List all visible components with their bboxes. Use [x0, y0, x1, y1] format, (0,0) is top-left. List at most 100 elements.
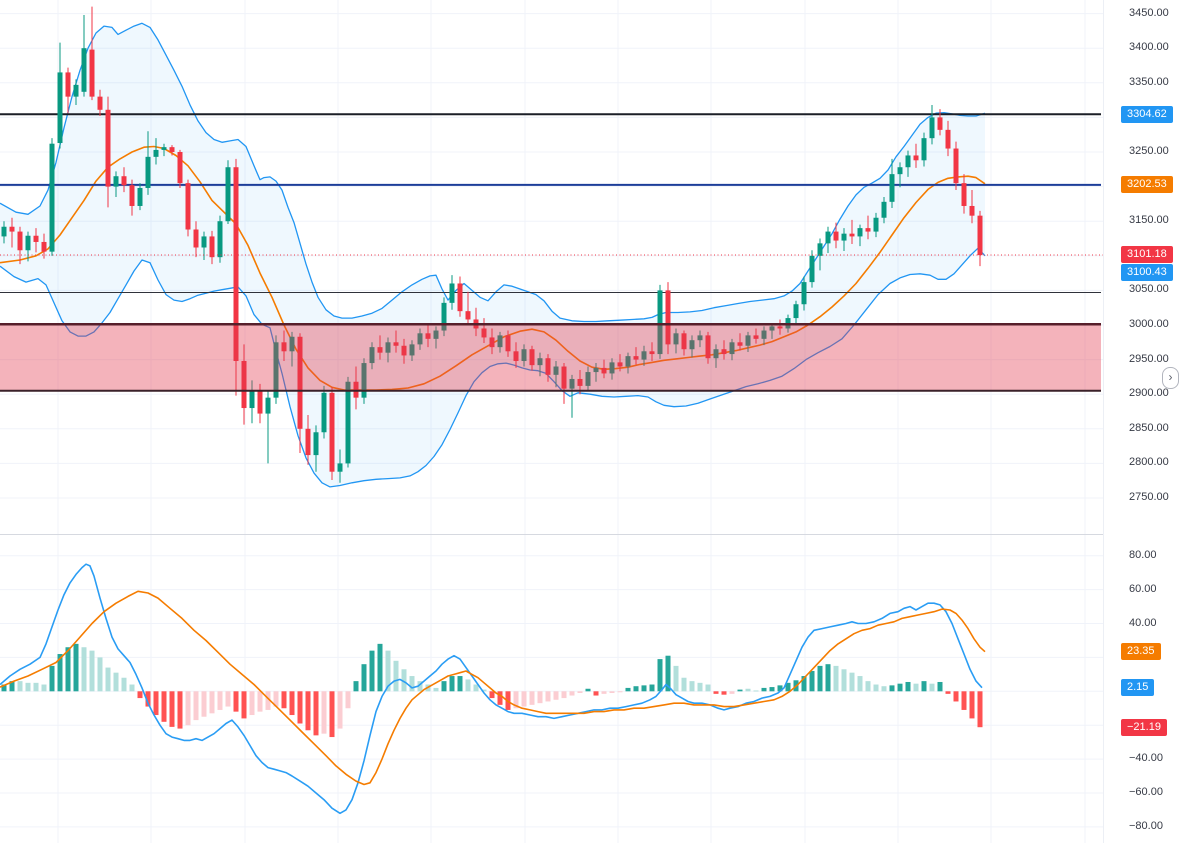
- candle-body: [345, 381, 351, 464]
- macd-histogram-bar: [273, 691, 279, 707]
- macd-histogram-bar: [433, 687, 439, 692]
- candle-body: [417, 333, 423, 345]
- candle-body: [953, 148, 959, 184]
- price-axis-label: 2900.00: [1129, 387, 1169, 400]
- candle-body: [129, 185, 135, 206]
- candle-body: [25, 235, 31, 251]
- candle-body: [257, 390, 263, 414]
- macd-histogram-bar: [825, 664, 831, 692]
- candle-body: [841, 233, 847, 241]
- macd-histogram-bar: [337, 691, 343, 729]
- candle-body: [865, 228, 871, 232]
- candle-body: [249, 390, 255, 409]
- candle-body: [201, 236, 207, 248]
- macd-histogram-bar: [545, 691, 551, 702]
- macd-histogram-bar: [137, 691, 143, 699]
- candle-body: [569, 378, 575, 389]
- candle-body: [449, 283, 455, 303]
- macd-histogram-bar: [857, 676, 863, 692]
- macd-histogram-bar: [193, 691, 199, 721]
- indicator-badge: −21.19: [1121, 718, 1167, 736]
- macd-histogram-bar: [697, 682, 703, 692]
- candle-body: [401, 345, 407, 356]
- candle-body: [601, 367, 607, 374]
- candle-body: [521, 349, 527, 361]
- macd-histogram-bar: [169, 691, 175, 727]
- candle-body: [145, 156, 151, 188]
- macd-histogram-bar: [401, 669, 407, 692]
- grid: [0, 0, 1103, 843]
- macd-histogram-bar: [961, 691, 967, 710]
- candle-body: [905, 155, 911, 168]
- price-axis[interactable]: › 3450.003400.003350.003300.003250.00320…: [1103, 0, 1180, 843]
- macd-histogram-bar: [297, 691, 303, 724]
- macd-histogram-bar: [225, 691, 231, 707]
- candle-body: [289, 336, 295, 352]
- candle-body: [73, 84, 79, 97]
- candle-body: [793, 304, 799, 319]
- macd-histogram-bar: [809, 670, 815, 692]
- macd-histogram-bar: [641, 685, 647, 692]
- candle-body: [681, 333, 687, 350]
- macd-histogram-bar: [729, 691, 735, 694]
- macd-histogram-bar: [489, 691, 495, 699]
- macd-histogram-bar: [649, 684, 655, 692]
- macd-histogram-bar: [217, 691, 223, 710]
- macd-histogram-bar: [305, 691, 311, 731]
- candle-body: [617, 362, 623, 367]
- macd-histogram-bar: [617, 691, 623, 693]
- candle-body: [441, 302, 447, 331]
- price-axis-label: 3150.00: [1129, 214, 1169, 227]
- macd-histogram-bar: [345, 691, 351, 709]
- scroll-right-button[interactable]: ›: [1162, 367, 1179, 389]
- macd-histogram-bar: [881, 686, 887, 692]
- candle-body: [897, 167, 903, 175]
- macd-histogram-bar: [713, 691, 719, 694]
- candle-body: [121, 176, 127, 186]
- macd-histogram-bar: [241, 691, 247, 719]
- candle-body: [553, 366, 559, 375]
- candle-body: [737, 342, 743, 346]
- macd-histogram-bar: [841, 669, 847, 692]
- macd-axis-label: −80.00: [1129, 819, 1163, 832]
- candle-body: [713, 349, 719, 359]
- price-badge: 3101.18: [1121, 246, 1173, 264]
- macd-histogram-bar: [937, 681, 943, 692]
- macd-histogram-bar: [97, 657, 103, 692]
- macd-histogram-bar: [49, 665, 55, 692]
- candle-body: [529, 349, 535, 366]
- macd-histogram-bar: [737, 689, 743, 692]
- candle-body: [945, 129, 951, 149]
- macd-histogram-bar: [313, 691, 319, 736]
- candle-body: [545, 358, 551, 375]
- macd-histogram-bar: [633, 686, 639, 692]
- macd-histogram-bar: [265, 691, 271, 710]
- macd-histogram-bar: [657, 659, 663, 692]
- supply-zone[interactable]: [0, 324, 1101, 391]
- macd-histogram-bar: [329, 691, 335, 738]
- candle-body: [777, 326, 783, 329]
- candle-body: [465, 311, 471, 320]
- candle-body: [537, 358, 543, 366]
- macd-histogram-bar: [25, 682, 31, 692]
- macd-histogram-bar: [945, 691, 951, 694]
- macd-histogram-bar: [481, 689, 487, 692]
- candle-body: [137, 187, 143, 206]
- candle-body: [937, 117, 943, 130]
- macd-histogram-bar: [393, 660, 399, 692]
- macd-histogram-bar: [321, 691, 327, 734]
- candle-body: [169, 147, 175, 152]
- price-axis-label: 2750.00: [1129, 491, 1169, 503]
- candles: [1, 6, 983, 483]
- macd-histogram-bar: [513, 691, 519, 709]
- macd-histogram-bar: [801, 676, 807, 692]
- price-axis-label: 3050.00: [1129, 283, 1169, 296]
- candle-body: [425, 333, 431, 339]
- macd-histogram-bar: [673, 665, 679, 692]
- price-axis-label: 3450.00: [1129, 6, 1169, 19]
- candle-body: [969, 205, 975, 216]
- candle-body: [817, 243, 823, 256]
- candle-body: [321, 392, 327, 433]
- candle-body: [633, 356, 639, 360]
